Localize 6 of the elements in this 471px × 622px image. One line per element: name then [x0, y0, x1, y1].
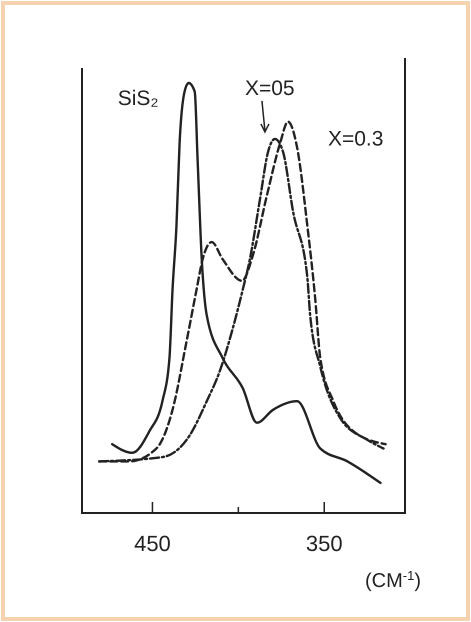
series-label: SiS₂ — [118, 87, 159, 110]
x-tick-label: 350 — [306, 531, 343, 556]
series-label: X=0.3 — [328, 128, 384, 151]
text: X=05 — [244, 76, 295, 100]
x-axis-title: (CM$^{-1}$) — [365, 568, 421, 592]
x-tick-label: 450 — [134, 531, 171, 556]
